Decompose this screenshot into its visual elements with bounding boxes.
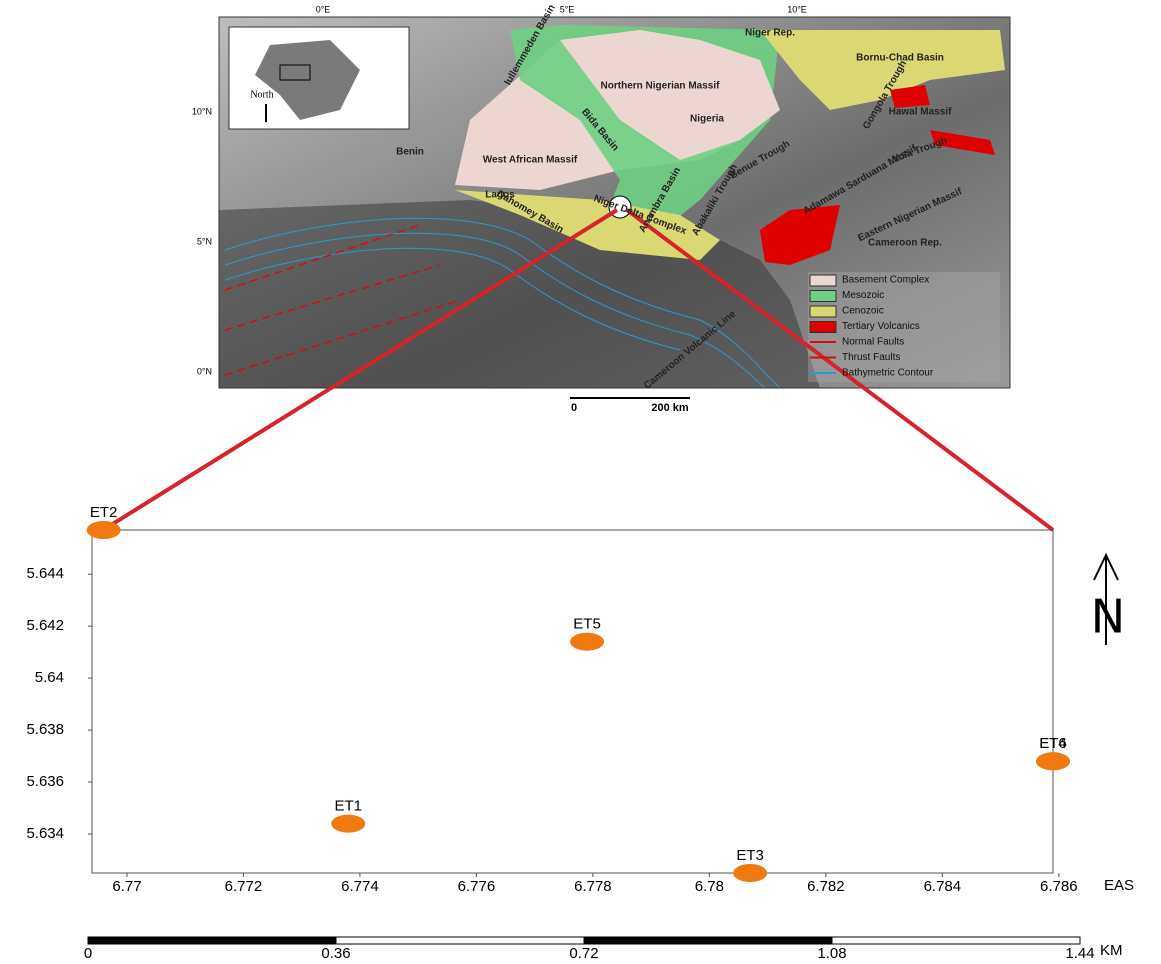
- scale-unit: KM: [1100, 942, 1123, 959]
- x-tick-label: 6.786: [1040, 878, 1078, 895]
- map-label: West African Massif: [483, 155, 578, 166]
- map-label: Cameroon Rep.: [868, 238, 942, 249]
- x-tick-label: 6.774: [341, 878, 379, 895]
- x-tick-label: 6.782: [807, 878, 845, 895]
- legend-label: Mesozoic: [842, 290, 884, 301]
- lat-label: 0°N: [197, 366, 212, 376]
- scale-label: 0.36: [321, 945, 350, 962]
- point-label: ET5: [573, 616, 601, 633]
- map-label: Hawal Massif: [889, 107, 952, 118]
- x-tick-label: 6.77: [112, 878, 141, 895]
- lon-label: 5°E: [560, 4, 575, 14]
- x-tick-label: 6.78: [695, 878, 724, 895]
- legend-swatch: [810, 291, 836, 302]
- x-tick-label: 6.784: [924, 878, 962, 895]
- station-point: [331, 815, 365, 833]
- lat-label: 10°N: [192, 106, 212, 116]
- x-tick-label: 6.772: [225, 878, 263, 895]
- map-label: Niger Rep.: [745, 28, 795, 39]
- y-tick-label: 5.634: [26, 825, 64, 842]
- y-tick-label: 5.642: [26, 617, 64, 634]
- x-tick-label: 6.776: [458, 878, 496, 895]
- lon-label: 10°E: [787, 4, 807, 14]
- legend-swatch: [810, 275, 836, 286]
- station-point: [1036, 752, 1070, 770]
- scale-label: 0: [84, 945, 92, 962]
- scale-label: 1.44: [1065, 945, 1094, 962]
- lat-label: 5°N: [197, 236, 212, 246]
- map-scale-label: 200 km: [651, 402, 689, 414]
- x-axis-label: EAS: [1104, 877, 1134, 894]
- station-point: [570, 633, 604, 651]
- station-point: [87, 521, 121, 539]
- point-label: ET2: [90, 504, 118, 521]
- x-tick-label: 6.778: [574, 878, 612, 895]
- inset-label: North: [250, 89, 273, 100]
- map-label: Benin: [396, 147, 424, 158]
- map-label: Nigeria: [690, 114, 724, 125]
- legend-label: Bathymetric Contour: [842, 368, 934, 379]
- scale-label: 0.72: [569, 945, 598, 962]
- scale-segment: [832, 937, 1080, 944]
- y-tick-label: 5.64: [35, 669, 64, 686]
- point-label: ET3: [736, 847, 764, 864]
- lon-label: 0°E: [316, 4, 331, 14]
- map-scale-label: 0: [571, 402, 577, 414]
- scale-segment: [584, 937, 832, 944]
- y-tick-label: 5.644: [26, 565, 64, 582]
- y-tick-label: 5.638: [26, 721, 64, 738]
- point-label: ET4: [1039, 735, 1067, 752]
- legend-swatch: [810, 322, 836, 333]
- y-tick-label: 5.636: [26, 773, 64, 790]
- scale-segment: [336, 937, 584, 944]
- legend-label: Tertiary Volcanics: [842, 321, 920, 332]
- north-label: N: [1091, 590, 1125, 644]
- legend-swatch: [810, 306, 836, 317]
- legend-label: Normal Faults: [842, 337, 904, 348]
- plot-frame: [92, 530, 1053, 873]
- legend-label: Thrust Faults: [842, 352, 900, 363]
- legend-label: Basement Complex: [842, 275, 929, 286]
- figure: 0°E 5°E 10°E 10°N 5°N 0°N North 0 200 km Niger Re…: [0, 0, 1161, 964]
- map-label: Northern Nigerian Massif: [601, 81, 721, 92]
- legend-label: Cenozoic: [842, 306, 884, 317]
- scale-label: 1.08: [817, 945, 846, 962]
- point-label: ET1: [335, 798, 363, 815]
- station-point: [733, 864, 767, 882]
- scale-segment: [88, 937, 336, 944]
